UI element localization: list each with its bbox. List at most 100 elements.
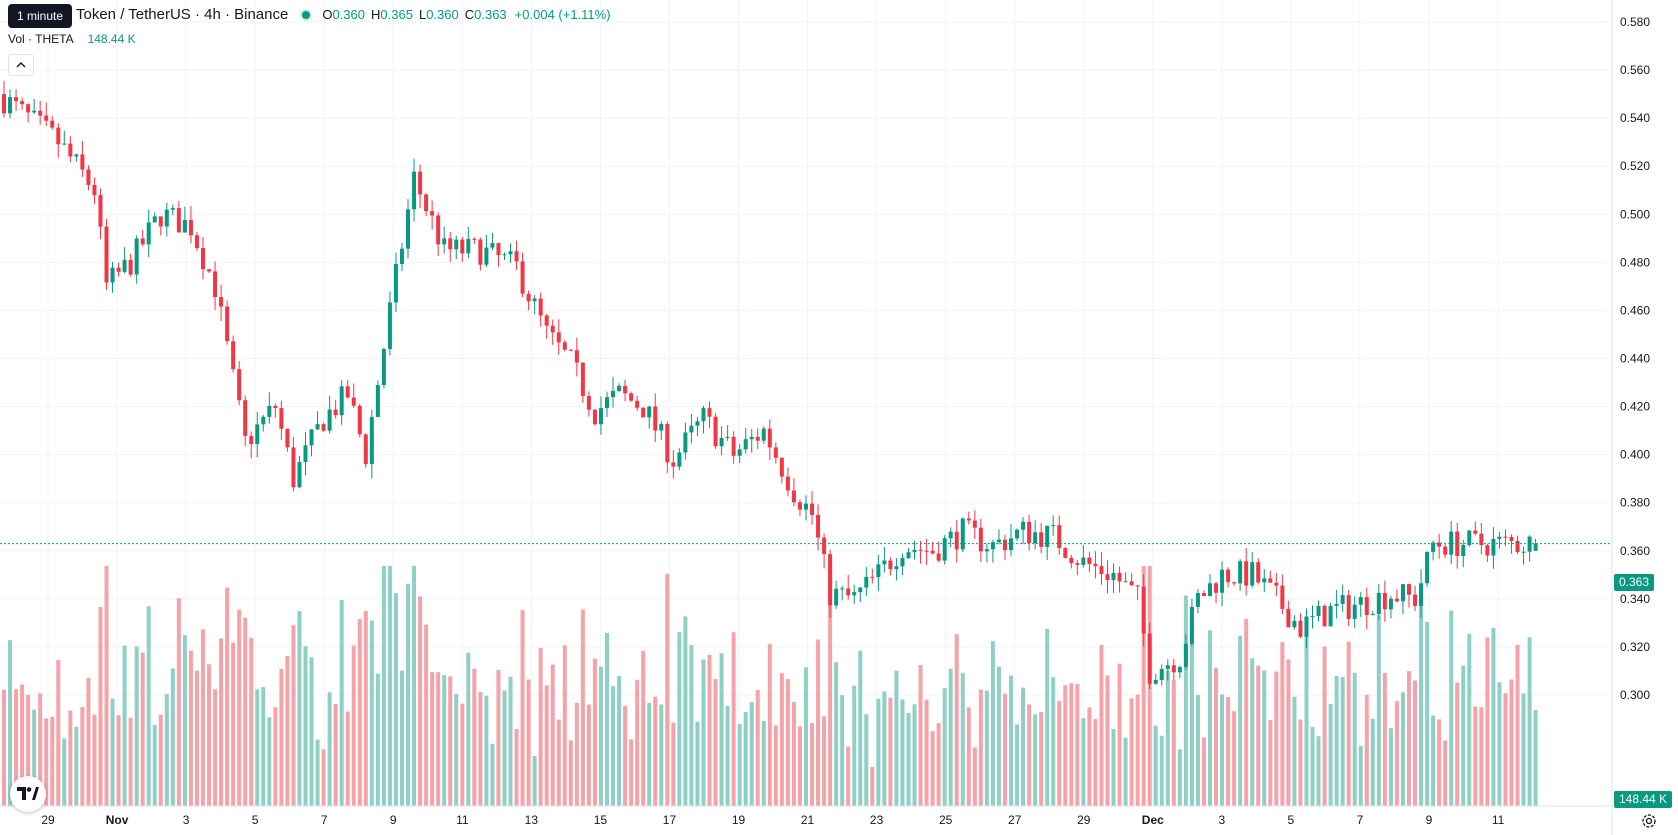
- candlestick-series: [2, 80, 1538, 690]
- volume-bar: [309, 657, 314, 806]
- candle-body: [436, 215, 441, 245]
- candle-body: [98, 195, 103, 227]
- volume-bar: [1033, 714, 1038, 806]
- volume-bar: [1388, 728, 1393, 806]
- candle-body: [68, 143, 73, 157]
- high-label: H: [371, 7, 381, 22]
- candle-body: [858, 587, 863, 593]
- symbol-legend[interactable]: Token / TetherUS · 4h · Binance O 0.360 H…: [76, 6, 611, 23]
- candle-body: [1117, 572, 1122, 582]
- candle-body: [1515, 540, 1520, 553]
- candle-body: [448, 238, 453, 250]
- candle-body: [430, 211, 435, 216]
- volume-bar: [454, 693, 459, 806]
- candle-body: [1509, 537, 1514, 541]
- volume-bar: [743, 712, 748, 806]
- close-label: C: [464, 7, 475, 22]
- candle-body: [225, 306, 230, 342]
- candle-body: [689, 425, 694, 433]
- candle-body: [713, 416, 718, 447]
- candle-body: [761, 428, 766, 441]
- volume-bar: [972, 747, 977, 806]
- candle-body: [158, 216, 163, 227]
- candle-body: [816, 514, 821, 538]
- candle-body: [321, 424, 326, 431]
- volume-bar: [749, 701, 754, 806]
- volume-bar: [146, 606, 151, 806]
- tradingview-logo-icon[interactable]: [10, 776, 46, 812]
- volume-bar: [424, 624, 429, 806]
- volume-bar: [20, 684, 25, 806]
- candle-body: [683, 432, 688, 453]
- volume-bar: [1497, 682, 1502, 806]
- candle-body: [345, 386, 350, 398]
- price-axis[interactable]: 0.580 0.560 0.540 0.520 0.500 0.480 0.460 0.440…: [1620, 15, 1650, 702]
- candle-body: [50, 120, 55, 128]
- candle-body: [852, 592, 857, 596]
- volume-bar: [188, 650, 193, 806]
- candle-body: [972, 520, 977, 528]
- volume-legend[interactable]: Vol · THETA 148.44 K: [8, 32, 136, 46]
- market-status-icon[interactable]: [300, 8, 313, 21]
- volume-label: Vol · THETA: [8, 32, 74, 46]
- collapse-legend-button[interactable]: [8, 54, 34, 76]
- volume-bar: [508, 676, 513, 806]
- candle-body: [1099, 566, 1104, 575]
- candle-body: [1346, 595, 1351, 620]
- candle-body: [134, 238, 139, 275]
- candle-body: [1147, 633, 1152, 684]
- candle-body: [1009, 538, 1014, 551]
- gear-icon[interactable]: [1640, 812, 1658, 830]
- time-tick-label: 11: [456, 813, 469, 827]
- candle-body: [532, 298, 537, 302]
- candle-body: [1051, 525, 1056, 527]
- symbol-title[interactable]: Token / TetherUS · 4h · Binance: [76, 6, 289, 23]
- candle-body: [828, 554, 833, 606]
- volume-bar: [828, 566, 833, 806]
- volume-bar: [695, 721, 700, 806]
- candle-body: [387, 302, 392, 349]
- time-axis[interactable]: 29 Nov 3 5 7 9 11 13 15 17 19 21 23 25 27 29 Dec 3 5 7 9 11: [41, 813, 1504, 827]
- volume-bar: [1051, 677, 1056, 806]
- volume-bar: [574, 702, 579, 806]
- candle-body: [92, 184, 97, 196]
- volume-bar: [176, 598, 181, 806]
- price-tick-label: 0.360: [1620, 544, 1650, 558]
- candle-body: [1491, 538, 1496, 556]
- candle-body: [1352, 604, 1357, 620]
- volume-bar: [128, 717, 133, 806]
- volume-bar: [1394, 701, 1399, 806]
- candle-body: [200, 248, 205, 270]
- volume-bar: [315, 739, 320, 806]
- volume-bar: [810, 723, 815, 806]
- volume-bar: [1141, 566, 1146, 806]
- candle-body: [249, 435, 254, 445]
- time-tick-label: 7: [1357, 813, 1364, 827]
- candle-body: [237, 369, 242, 401]
- candle-body: [810, 503, 815, 515]
- volume-bar: [1515, 644, 1520, 806]
- candle-body: [110, 267, 115, 283]
- candle-body: [737, 449, 742, 456]
- volume-bar: [731, 632, 736, 806]
- volume-bar: [990, 641, 995, 806]
- candle-body: [291, 447, 296, 488]
- candle-body: [876, 564, 881, 578]
- volume-bar: [14, 689, 19, 806]
- volume-bar: [273, 707, 278, 806]
- volume-bar: [207, 664, 212, 806]
- volume-bar: [978, 689, 983, 806]
- volume-bar: [1316, 736, 1321, 806]
- candle-body: [146, 222, 151, 245]
- volume-bar: [1376, 615, 1381, 806]
- volume-bar: [1208, 630, 1212, 806]
- candle-body: [466, 238, 471, 254]
- volume-bar: [1057, 700, 1062, 806]
- open-label: O: [322, 7, 333, 22]
- candle-body: [1201, 593, 1206, 597]
- volume-bar: [1250, 658, 1255, 806]
- candle-body: [1021, 521, 1026, 530]
- candle-body: [176, 208, 181, 233]
- candle-body: [1208, 583, 1212, 597]
